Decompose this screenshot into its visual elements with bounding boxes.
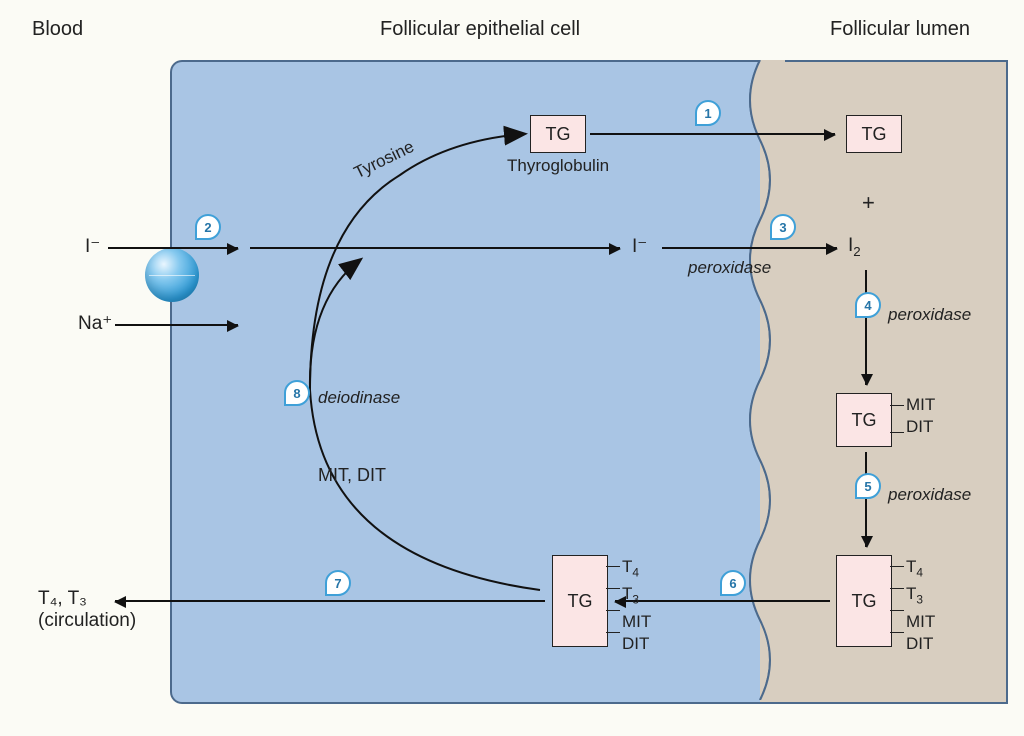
label-mitdit: MIT, DIT	[318, 465, 386, 486]
step-8-badge: 8	[284, 380, 310, 406]
step-4-badge: 4	[855, 292, 881, 318]
step-3-badge: 3	[770, 214, 796, 240]
step-6-badge: 6	[720, 570, 746, 596]
recycle-curve	[0, 0, 1024, 736]
step-5-badge: 5	[855, 473, 881, 499]
step-2-badge: 2	[195, 214, 221, 240]
step-7-badge: 7	[325, 570, 351, 596]
diagram-stage: Blood Follicular epithelial cell Follicu…	[0, 0, 1024, 736]
step-1-badge: 1	[695, 100, 721, 126]
label-deiodinase: deiodinase	[318, 388, 400, 408]
